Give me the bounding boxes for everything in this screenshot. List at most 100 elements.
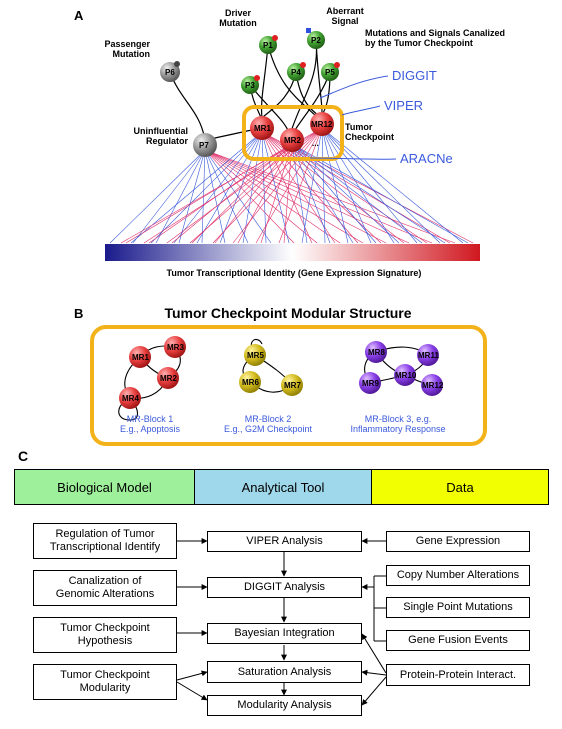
tool-diggit-analysis: DIGGIT Analysis <box>207 577 362 598</box>
regulatory-edge-51 <box>301 127 323 244</box>
aberrant-signal-line1: Aberrant <box>326 6 364 16</box>
regulatory-edge-54 <box>321 127 372 244</box>
regulatory-edge-22 <box>261 131 290 244</box>
block3-node-mr9 <box>359 372 381 394</box>
block1-node-mr3 <box>164 336 186 358</box>
label-p6: P6 <box>165 68 175 77</box>
block3-label-mr8: MR8 <box>368 348 385 357</box>
data-gene-fusion: Gene Fusion Events <box>386 630 530 651</box>
block3-label-mr12: MR12 <box>422 381 444 390</box>
bio-model-checkpoint-hypothesis: Tumor Checkpoint Hypothesis <box>33 617 177 653</box>
regulatory-edge-52 <box>321 127 326 244</box>
block3-label-mr9: MR9 <box>362 379 379 388</box>
node-mr12 <box>310 112 334 136</box>
block3-label-mr11: MR11 <box>418 351 439 360</box>
tool-bayesian-integration: Bayesian Integration <box>207 623 362 644</box>
block1-label-mr4: MR4 <box>122 394 139 403</box>
regulatory-edge-63 <box>212 127 323 244</box>
label-mr1: MR1 <box>254 124 271 133</box>
tool-saturation-analysis: Saturation Analysis <box>207 661 362 683</box>
regulatory-edge-1 <box>132 149 206 244</box>
passenger-mutation-line1: Passenger <box>104 39 150 49</box>
aberrant-signal-line2: Signal <box>331 16 358 26</box>
block2-node-mr6 <box>239 371 261 393</box>
tumor-checkpoint-line1: Tumor <box>345 122 373 132</box>
tool-viper-analysis: VIPER Analysis <box>207 531 362 552</box>
header-analytical-tool: Analytical Tool <box>194 469 372 505</box>
regulatory-edge-9 <box>204 149 318 244</box>
label-mr-ellipsis: ... <box>312 139 319 148</box>
data-single-point-mutations: Single Point Mutations <box>386 597 530 618</box>
data-protein-protein: Protein-Protein Interact. <box>386 664 530 686</box>
uninfluential-line2: Regulator <box>146 136 189 146</box>
block3-caption2: Inflammatory Response <box>350 424 445 434</box>
regulatory-edge-49 <box>255 127 323 244</box>
regulatory-edge-15 <box>204 149 456 244</box>
block1-label-mr2: MR2 <box>160 374 177 383</box>
block3-node-mr11 <box>417 344 439 366</box>
block1-label-mr1: MR1 <box>132 353 149 362</box>
label-mr2: MR2 <box>284 136 301 145</box>
canalized-line2: by the Tumor Checkpoint <box>365 38 473 48</box>
block2-nodes <box>239 344 303 396</box>
regulatory-edge-8 <box>204 149 295 244</box>
regulatory-edge-55 <box>321 127 395 244</box>
block3-nodes <box>359 341 443 396</box>
block3-label-mr10: MR10 <box>395 371 417 380</box>
block3-node-mr12 <box>421 374 443 396</box>
regulatory-edge-5 <box>204 149 226 244</box>
label-mr12: MR12 <box>311 120 333 129</box>
panel-c-arrows <box>176 538 387 706</box>
block1-caption1: MR-Block 1 <box>127 414 174 424</box>
uninfluential-line1: Uninfluential <box>134 126 189 136</box>
tumor-checkpoint-line2: Checkpoint <box>345 132 394 142</box>
regulatory-edge-20 <box>242 131 263 244</box>
label-p3: P3 <box>245 81 255 90</box>
node-p3 <box>241 75 260 94</box>
regulatory-edge-21 <box>261 131 267 244</box>
method-pointer-lines <box>309 75 397 160</box>
regulatory-edge-13 <box>204 149 410 244</box>
data-copy-number: Copy Number Alterations <box>386 565 530 586</box>
block1-node-mr2 <box>157 367 179 389</box>
panel-b-title: Tumor Checkpoint Modular Structure <box>164 305 411 321</box>
block2-node-mr5 <box>244 344 266 366</box>
passenger-mutation-line2: Mutation <box>113 49 151 59</box>
label-p4: P4 <box>291 68 301 77</box>
node-mr2 <box>280 128 304 152</box>
bio-model-checkpoint-modularity: Tumor Checkpoint Modularity <box>33 664 177 700</box>
expression-gradient-bar <box>105 244 480 261</box>
node-p1 <box>259 35 278 54</box>
data-gene-expression: Gene Expression <box>386 531 530 552</box>
regulatory-edge-25 <box>261 131 359 244</box>
regulatory-edge-0 <box>109 149 206 244</box>
block2-node-mr7 <box>281 374 303 396</box>
block1-node-mr4 <box>119 387 141 409</box>
regulatory-edge-23 <box>261 131 313 244</box>
gradient-caption: Tumor Transcriptional Identity (Gene Exp… <box>167 268 422 278</box>
diggit-label: DIGGIT <box>392 68 437 83</box>
block3-caption1: MR-Block 3, e.g. <box>365 414 432 424</box>
panel-b-label: B <box>74 306 83 321</box>
node-p2 <box>306 28 325 49</box>
node-p5 <box>321 62 340 81</box>
panel-c-label: C <box>18 448 29 464</box>
viper-label: VIPER <box>384 98 423 113</box>
regulatory-edge-3 <box>178 149 206 244</box>
regulatory-edge-14 <box>204 149 433 244</box>
regulatory-edge-58 <box>321 127 464 244</box>
label-p5: P5 <box>325 68 335 77</box>
regulatory-edge-2 <box>155 149 206 244</box>
node-p7 <box>193 133 217 157</box>
bio-model-canalization: Canalization of Genomic Alterations <box>33 570 177 606</box>
node-p4 <box>287 62 306 81</box>
aracne-label: ARACNe <box>400 151 453 166</box>
regulatory-edge-56 <box>321 127 418 244</box>
block2-label-mr5: MR5 <box>247 351 264 360</box>
node-mr1 <box>250 116 274 140</box>
block1-nodes <box>119 336 186 409</box>
regulatory-edge-26 <box>261 131 382 244</box>
regulatory-edge-53 <box>321 127 349 244</box>
driver-mutation-line1: Driver <box>225 8 252 18</box>
